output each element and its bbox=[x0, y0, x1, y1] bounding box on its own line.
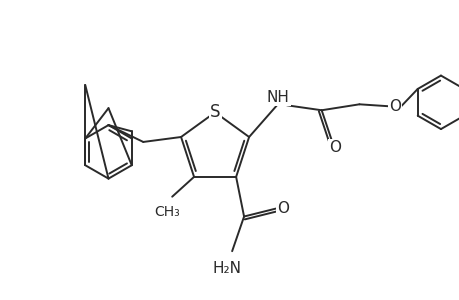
Text: H₂N: H₂N bbox=[212, 261, 241, 276]
Text: S: S bbox=[209, 103, 220, 122]
Text: O: O bbox=[276, 201, 288, 216]
Text: O: O bbox=[388, 99, 400, 114]
Text: NH: NH bbox=[266, 90, 289, 105]
Text: CH₃: CH₃ bbox=[154, 205, 180, 219]
Text: O: O bbox=[329, 140, 341, 155]
